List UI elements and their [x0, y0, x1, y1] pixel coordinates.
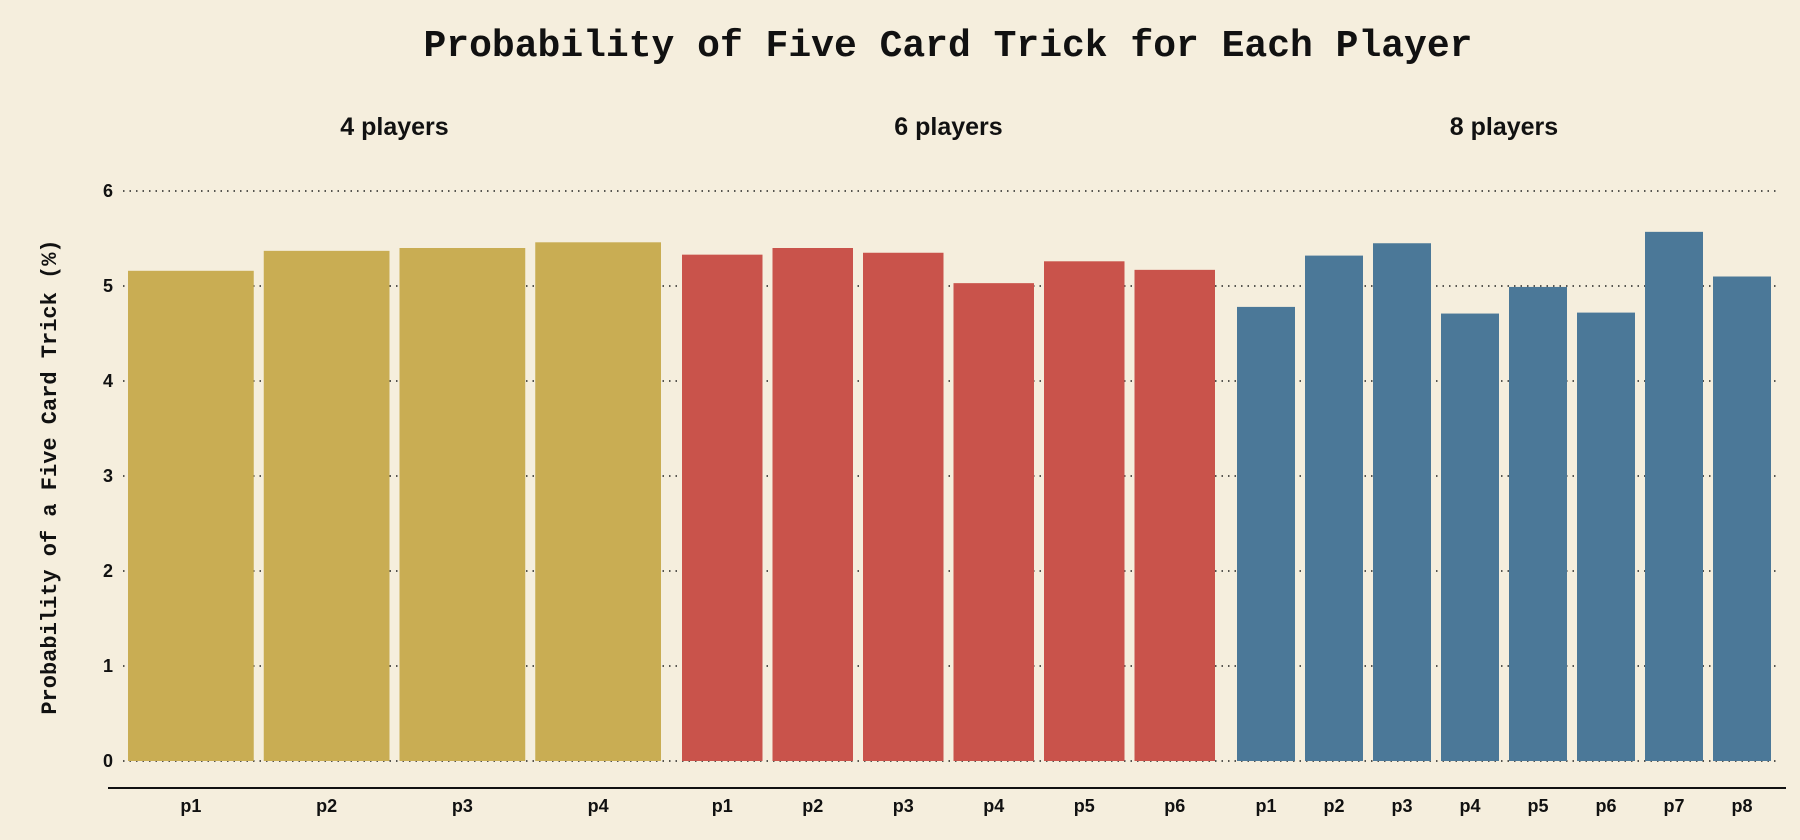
- x-tick-label: p3: [1391, 796, 1412, 816]
- bar: [1441, 313, 1499, 761]
- x-tick-label: p4: [983, 796, 1004, 816]
- x-tick-label: p3: [893, 796, 914, 816]
- bar: [772, 248, 853, 761]
- bar: [535, 242, 661, 762]
- x-tick-label: p8: [1731, 796, 1752, 816]
- x-tick-label: p2: [316, 796, 337, 816]
- panel-title: 4 players: [340, 113, 448, 141]
- y-tick-label: 1: [103, 656, 113, 676]
- x-tick-label: p4: [588, 796, 609, 816]
- x-tick-label: p1: [1255, 796, 1276, 816]
- bar: [953, 283, 1034, 761]
- x-tick-label: p2: [1323, 796, 1344, 816]
- chart-title: Probability of Five Card Trick for Each …: [424, 25, 1473, 68]
- bar: [1509, 286, 1567, 761]
- bar: [1305, 255, 1363, 761]
- bar: [1713, 276, 1771, 761]
- x-tick-label: p4: [1459, 796, 1480, 816]
- x-tick-label: p6: [1164, 796, 1185, 816]
- bar: [1044, 261, 1125, 761]
- x-tick-label: p1: [180, 796, 201, 816]
- bar: [682, 254, 763, 761]
- bar: [1373, 243, 1431, 761]
- bar: [1577, 312, 1635, 761]
- x-tick-label: p5: [1527, 796, 1548, 816]
- panel-title: 6 players: [894, 113, 1002, 141]
- bar: [1645, 231, 1703, 762]
- y-tick-label: 4: [103, 371, 113, 391]
- x-tick-label: p1: [712, 796, 733, 816]
- plot-area: 0 1 2 3 4 5 6 4 players p1 p2 p3 p4 6 players p1 p2 p3 p…: [103, 113, 1786, 816]
- panel-title: 8 players: [1450, 113, 1558, 141]
- y-tick-label: 2: [103, 561, 113, 581]
- bar: [863, 252, 944, 761]
- bar: [1134, 269, 1215, 761]
- y-tick-label: 6: [103, 181, 113, 201]
- x-tick-label: p6: [1595, 796, 1616, 816]
- bar: [1237, 306, 1295, 761]
- x-tick-label: p5: [1074, 796, 1095, 816]
- x-tick-label: p3: [452, 796, 473, 816]
- bar: [128, 270, 254, 761]
- bar: [263, 250, 390, 761]
- bar: [399, 248, 526, 761]
- y-axis-label: Probability of a Five Card Trick (%): [38, 239, 63, 714]
- y-tick-label: 0: [103, 751, 113, 771]
- x-tick-label: p7: [1663, 796, 1684, 816]
- x-tick-label: p2: [802, 796, 823, 816]
- y-tick-label: 5: [103, 276, 113, 296]
- y-tick-label: 3: [103, 466, 113, 486]
